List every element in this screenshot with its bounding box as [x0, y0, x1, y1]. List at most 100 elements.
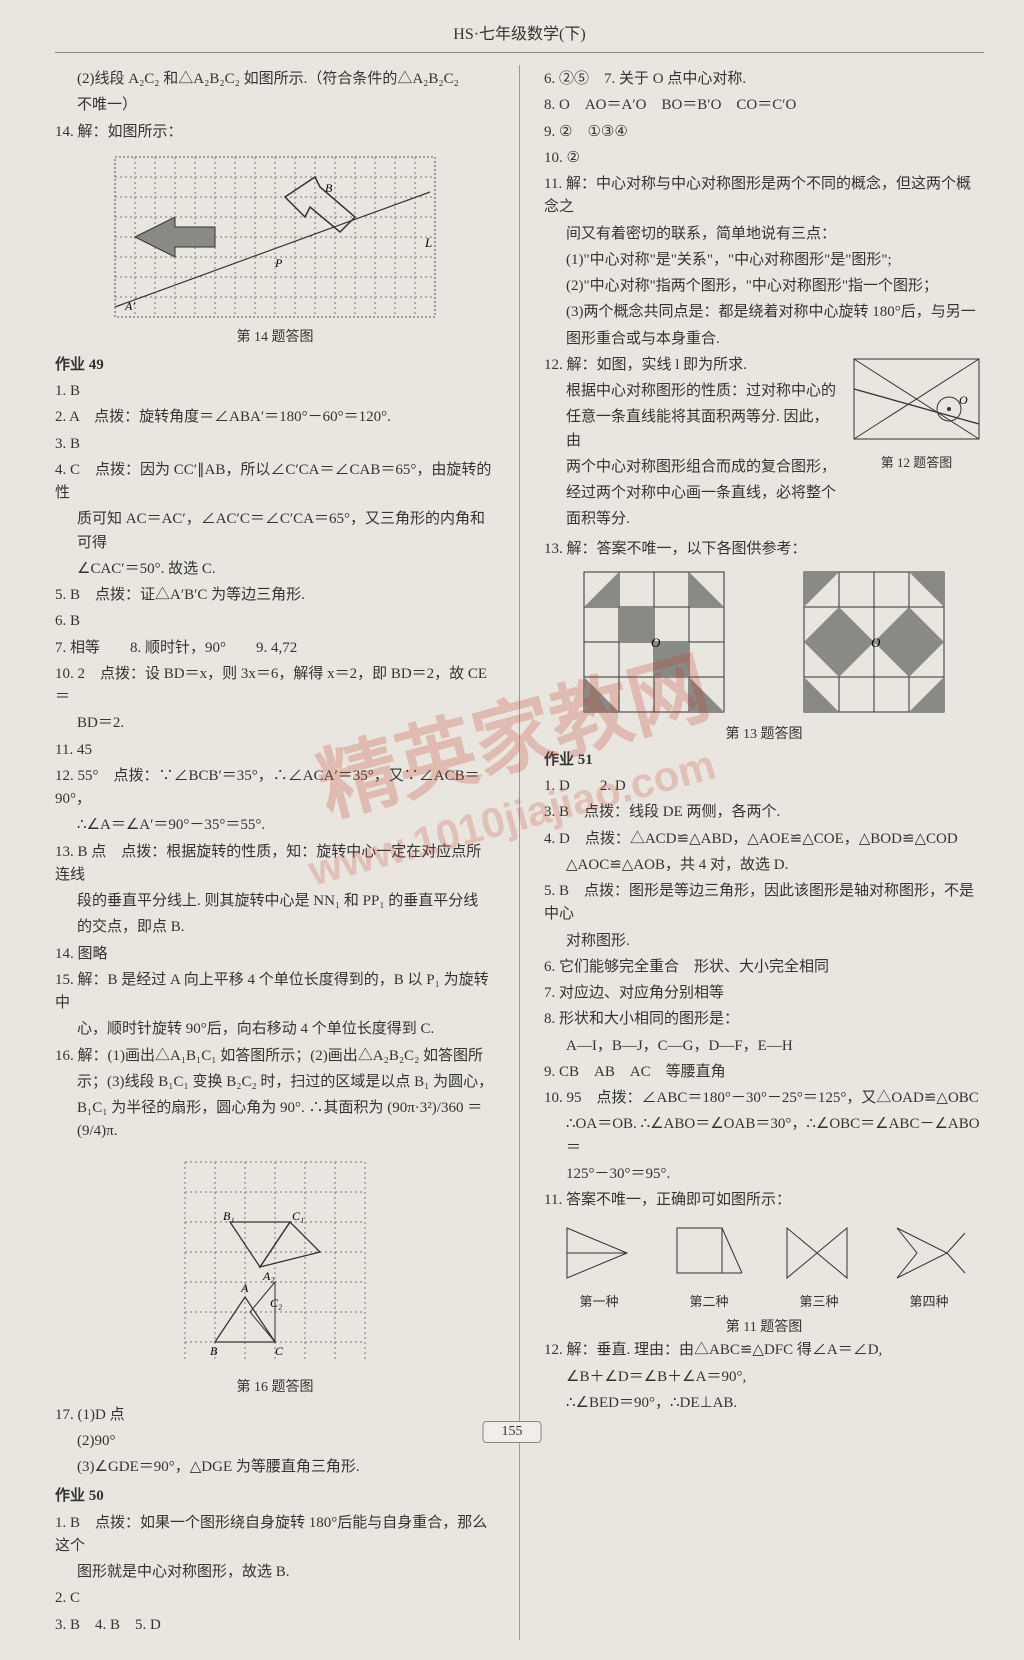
shape-label: 第四种	[887, 1291, 972, 1310]
shape-label: 第三种	[777, 1291, 862, 1310]
answer-line: △AOC≌△AOB，共 4 对，故选 D.	[544, 854, 984, 877]
figure-caption: 第 14 题答图	[55, 326, 495, 346]
answer-line: 13. B 点 点拨：根据旋转的性质，知：旋转中心一定在对应点所连线	[55, 841, 495, 888]
figure-14: L P A′ B 第 14 题答图	[55, 152, 495, 346]
shape-label: 第二种	[667, 1291, 752, 1310]
answer-line: 9. CB AB AC 等腰直角	[544, 1061, 984, 1084]
answer-line: 4. C 点拨：因为 CC′∥AB，所以∠C′CA＝∠CAB＝65°，由旋转的性	[55, 459, 495, 506]
figure-caption: 第 12 题答图	[849, 452, 984, 471]
rectangle-diagonal-icon: O	[849, 354, 984, 449]
page-root: HS·七年级数学(下) (2)线段 A₂C₂ 和△A₂B₂C₂ 如图所示.（符合…	[0, 0, 1024, 1660]
figure-11-row: 第一种 第二种 第	[544, 1218, 984, 1310]
text-line: (2)线段 A₂C₂ 和△A₂B₂C₂ 如图所示.（符合条件的△A₂B₂C₂	[55, 68, 495, 91]
svg-text:O: O	[959, 393, 968, 407]
shape-variant: 第三种	[777, 1218, 862, 1310]
answer-line: 1. B	[55, 380, 495, 403]
svg-text:O: O	[651, 635, 661, 650]
figure-caption: 第 11 题答图	[544, 1316, 984, 1336]
answer-line: ∴OA＝OB. ∴∠ABO＝∠OAB＝30°，∴∠OBC＝∠ABC－∠ABO＝	[544, 1113, 984, 1160]
quad-shape-icon	[667, 1218, 752, 1288]
answer-line: (2)90°	[55, 1430, 495, 1453]
answer-line: 面积等分.	[544, 508, 984, 531]
answer-line: 125°－30°＝95°.	[544, 1163, 984, 1186]
answer-line: 间又有着密切的联系，简单地说有三点：	[544, 223, 984, 246]
figure-16: B C A B₁ C₁ A₂ C₂ 第 16 题答图	[55, 1152, 495, 1396]
answer-line: 15. 解：B 是经过 A 向上平移 4 个单位长度得到的，B 以 P₁ 为旋转…	[55, 969, 495, 1016]
figure-caption: 第 13 题答图	[544, 723, 984, 743]
answer-line: 11. 答案不唯一，正确即可如图所示：	[544, 1189, 984, 1212]
answer-line: 段的垂直平分线上. 则其旋转中心是 NN₁ 和 PP₁ 的垂直平分线	[55, 890, 495, 913]
answer-line: (3)∠GDE＝90°，△DGE 为等腰直角三角形.	[55, 1456, 495, 1479]
svg-text:B₁: B₁	[223, 1209, 235, 1223]
svg-text:C: C	[275, 1344, 284, 1358]
answer-line: 3. B	[55, 433, 495, 456]
svg-text:L: L	[424, 235, 432, 250]
answer-line: 2. C	[55, 1587, 495, 1610]
answer-line: 1. B 点拨：如果一个图形绕自身旋转 180°后能与自身重合，那么这个	[55, 1512, 495, 1559]
two-column-layout: (2)线段 A₂C₂ 和△A₂B₂C₂ 如图所示.（符合条件的△A₂B₂C₂ 不…	[55, 65, 984, 1640]
figure-13-row: O O	[544, 567, 984, 717]
shape-variant: 第一种	[557, 1218, 642, 1310]
shape-label: 第一种	[557, 1291, 642, 1310]
svg-text:A: A	[240, 1281, 249, 1295]
answer-line: 7. 相等 8. 顺时针，90° 9. 4,72	[55, 637, 495, 660]
right-column: 6. ②⑤ 7. 关于 O 点中心对称. 8. O AO＝A′O BO＝B′O …	[544, 65, 984, 1640]
pattern-grid-icon: O	[799, 567, 949, 717]
answer-line: 14. 图略	[55, 943, 495, 966]
grid-triangles-icon: B C A B₁ C₁ A₂ C₂	[175, 1152, 375, 1372]
bowtie-shape-icon	[777, 1218, 862, 1288]
answer-line: (2)"中心对称"指两个图形，"中心对称图形"指一个图形；	[544, 275, 984, 298]
figure-12-right: O 第 12 题答图	[849, 354, 984, 471]
answer-line: 6. B	[55, 610, 495, 633]
answer-line: (1)"中心对称"是"关系"，"中心对称图形"是"图形";	[544, 249, 984, 272]
answer-line: 的交点，即点 B.	[55, 916, 495, 939]
answer-line: A—I，B—J，C—G，D—F，E—H	[544, 1035, 984, 1058]
answer-line: ∠CAC′＝50°. 故选 C.	[55, 558, 495, 581]
answer-line: 2. A 点拨：旋转角度＝∠ABA′＝180°－60°＝120°.	[55, 406, 495, 429]
svg-text:P: P	[274, 256, 283, 270]
left-column: (2)线段 A₂C₂ 和△A₂B₂C₂ 如图所示.（符合条件的△A₂B₂C₂ 不…	[55, 65, 495, 1640]
answer-line: ∠B＋∠D＝∠B＋∠A＝90°,	[544, 1366, 984, 1389]
answer-line: 7. 对应边、对应角分别相等	[544, 982, 984, 1005]
answer-line: 12. 解：垂直. 理由：由△ABC≌△DFC 得∠A＝∠D,	[544, 1339, 984, 1362]
arrow-shape-icon	[887, 1218, 972, 1288]
answer-line: 11. 45	[55, 739, 495, 762]
answer-line: 9. ② ①③④	[544, 121, 984, 144]
answer-line: 图形就是中心对称图形，故选 B.	[55, 1561, 495, 1584]
answer-line: BD＝2.	[55, 712, 495, 735]
text-line: 不唯一）	[55, 94, 495, 117]
svg-text:O: O	[871, 635, 881, 650]
answer-line: 11. 解：中心对称与中心对称图形是两个不同的概念，但这两个概念之	[544, 173, 984, 220]
answer-line: ∴∠BED＝90°，∴DE⊥AB.	[544, 1392, 984, 1415]
text-line: 14. 解：如图所示：	[55, 121, 495, 144]
answer-line: 10. 2 点拨：设 BD＝x，则 3x＝6，解得 x＝2，即 BD＝2，故 C…	[55, 663, 495, 710]
answer-line: 17. (1)D 点	[55, 1404, 495, 1427]
page-number: 155	[483, 1421, 542, 1443]
svg-text:C₂: C₂	[270, 1296, 282, 1310]
answer-line: 13. 解：答案不唯一，以下各图供参考：	[544, 538, 984, 561]
answer-line: 5. B 点拨：图形是等边三角形，因此该图形是轴对称图形，不是中心	[544, 880, 984, 927]
answer-line: (3)两个概念共同点是：都是绕着对称中心旋转 180°后，与另一	[544, 301, 984, 324]
answer-line: 8. O AO＝A′O BO＝B′O CO＝C′O	[544, 94, 984, 117]
svg-text:B: B	[325, 181, 333, 195]
shape-variant: 第四种	[887, 1218, 972, 1310]
page-header: HS·七年级数学(下)	[55, 20, 984, 53]
column-divider	[519, 65, 520, 1640]
svg-text:A′: A′	[124, 299, 135, 313]
answer-line: B₁C₁ 为半径的扇形，圆心角为 90°. ∴其面积为 (90π·3²)/360…	[55, 1097, 495, 1144]
section-heading: 作业 51	[544, 749, 984, 772]
answer-line: 8. 形状和大小相同的图形是：	[544, 1008, 984, 1031]
answer-line: 10. 95 点拨：∠ABC＝180°－30°－25°＝125°，又△OAD≌△…	[544, 1087, 984, 1110]
answer-line: 3. B 4. B 5. D	[55, 1614, 495, 1637]
answer-line: 4. D 点拨：△ACD≌△ABD，△AOE≌△COE，△BOD≌△COD	[544, 828, 984, 851]
answer-line: 1. D 2. D	[544, 775, 984, 798]
answer-line: 经过两个对称中心画一条直线，必将整个	[544, 482, 984, 505]
answer-line: 质可知 AC＝AC′，∠AC′C＝∠C′CA＝65°，又三角形的内角和可得	[55, 508, 495, 555]
answer-line: 10. ②	[544, 147, 984, 170]
triangle-shape-icon	[557, 1218, 642, 1288]
shape-variant: 第二种	[667, 1218, 752, 1310]
answer-line: 12. 55° 点拨：∵∠BCB′＝35°，∴∠ACA′＝35°，又∵∠ACB＝…	[55, 765, 495, 812]
svg-text:C₁: C₁	[292, 1209, 304, 1223]
section-heading: 作业 49	[55, 354, 495, 377]
svg-text:A₂: A₂	[262, 1269, 275, 1283]
